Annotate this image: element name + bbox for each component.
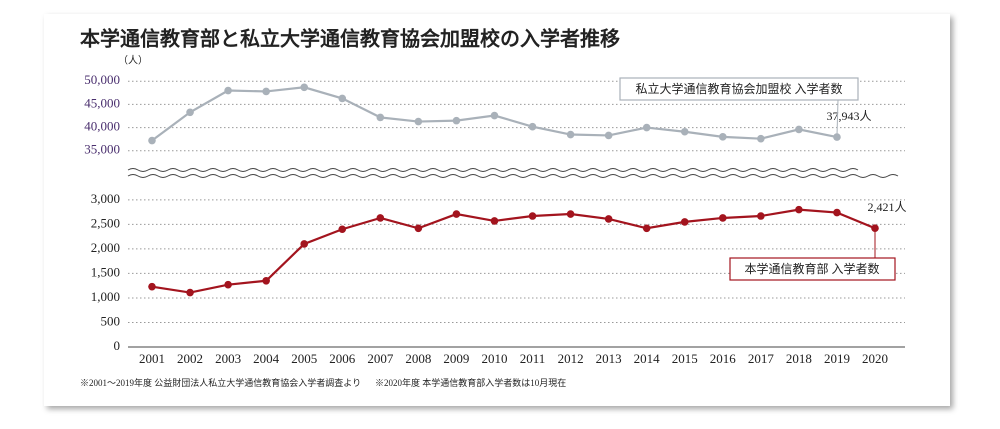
- y-tick-label: 40,000: [84, 119, 120, 134]
- point: [262, 276, 270, 285]
- point: [566, 130, 575, 139]
- legend-label: 本学通信教育部 入学者数: [744, 261, 879, 276]
- y-tick-label: 500: [101, 313, 121, 328]
- point: [604, 215, 613, 223]
- point: [833, 208, 841, 217]
- y-tick-label: 45,000: [84, 95, 120, 110]
- x-tick-label: 2005: [291, 351, 317, 366]
- point: [452, 116, 461, 125]
- point: [528, 212, 537, 220]
- point: [376, 113, 385, 122]
- y-tick-label: 2,500: [91, 215, 120, 230]
- point: [262, 87, 270, 96]
- unit-label: （人）: [118, 54, 148, 66]
- axis-break: [127, 174, 899, 178]
- x-tick-label: 2010: [481, 351, 507, 366]
- point: [186, 288, 194, 297]
- x-tick-label: 2004: [253, 351, 280, 366]
- point: [642, 123, 651, 132]
- point: [224, 280, 232, 289]
- y-tick-label: 50,000: [84, 72, 120, 87]
- x-tick-label: 2012: [558, 351, 584, 366]
- axis-break: [127, 168, 859, 172]
- y-tick-label: 1,000: [91, 289, 120, 304]
- x-tick-label: 2019: [824, 351, 850, 366]
- y-tick-label: 0: [114, 338, 121, 353]
- series-line: [151, 208, 876, 294]
- x-tick-label: 2017: [748, 351, 775, 366]
- y-tick-label: 1,500: [91, 264, 120, 279]
- y-tick-label: 3,000: [91, 191, 120, 206]
- value-label: 37,943人: [826, 109, 871, 123]
- y-tick-label: 2,000: [91, 240, 120, 255]
- point: [490, 111, 499, 120]
- x-tick-label: 2014: [634, 351, 661, 366]
- point: [148, 282, 156, 291]
- note: ※2001～2019年度 公益財団法人私立大学通信教育協会入学者調査より: [80, 377, 361, 388]
- point: [757, 134, 765, 143]
- x-tick-label: 2011: [520, 351, 546, 366]
- x-tick-label: 2006: [329, 351, 356, 366]
- point: [566, 210, 575, 218]
- point: [757, 212, 765, 220]
- point: [795, 205, 803, 214]
- x-tick-label: 2008: [405, 351, 431, 366]
- point: [186, 108, 194, 117]
- x-tick-label: 2009: [443, 351, 469, 366]
- point: [680, 218, 689, 226]
- chart-title: 本学通信教育部と私立大学通信教育協会加盟校の入学者推移: [80, 27, 620, 51]
- point: [414, 117, 423, 126]
- value-label: 2,421人: [867, 200, 906, 214]
- point: [604, 131, 613, 140]
- y-tick-label: 35,000: [84, 142, 120, 157]
- point: [338, 225, 347, 234]
- note: ※2020年度 本学通信教育部入学者数は10月現在: [375, 377, 566, 388]
- x-tick-label: 2001: [139, 351, 165, 366]
- x-tick-label: 2003: [215, 351, 241, 366]
- point: [300, 240, 309, 248]
- point: [300, 83, 309, 92]
- legend-label: 私立大学通信教育協会加盟校 入学者数: [635, 81, 842, 96]
- point: [718, 214, 727, 222]
- point: [452, 210, 461, 218]
- point: [414, 224, 423, 233]
- x-tick-label: 2007: [367, 351, 394, 366]
- point: [795, 125, 803, 134]
- legend-box: [619, 77, 859, 101]
- point: [642, 224, 651, 233]
- x-tick-label: 2002: [177, 351, 203, 366]
- legend-box: [729, 257, 896, 281]
- point: [224, 86, 232, 95]
- point: [338, 94, 347, 103]
- point: [718, 133, 727, 141]
- legend-leader: [836, 99, 839, 138]
- x-tick-label: 2020: [862, 351, 888, 366]
- x-tick-label: 2015: [672, 351, 698, 366]
- point: [680, 127, 689, 136]
- x-tick-label: 2018: [786, 351, 812, 366]
- x-tick-label: 2013: [596, 351, 622, 366]
- point: [148, 136, 156, 145]
- point: [490, 217, 499, 225]
- point: [528, 122, 537, 131]
- x-tick-label: 2016: [710, 351, 737, 366]
- point: [376, 214, 385, 222]
